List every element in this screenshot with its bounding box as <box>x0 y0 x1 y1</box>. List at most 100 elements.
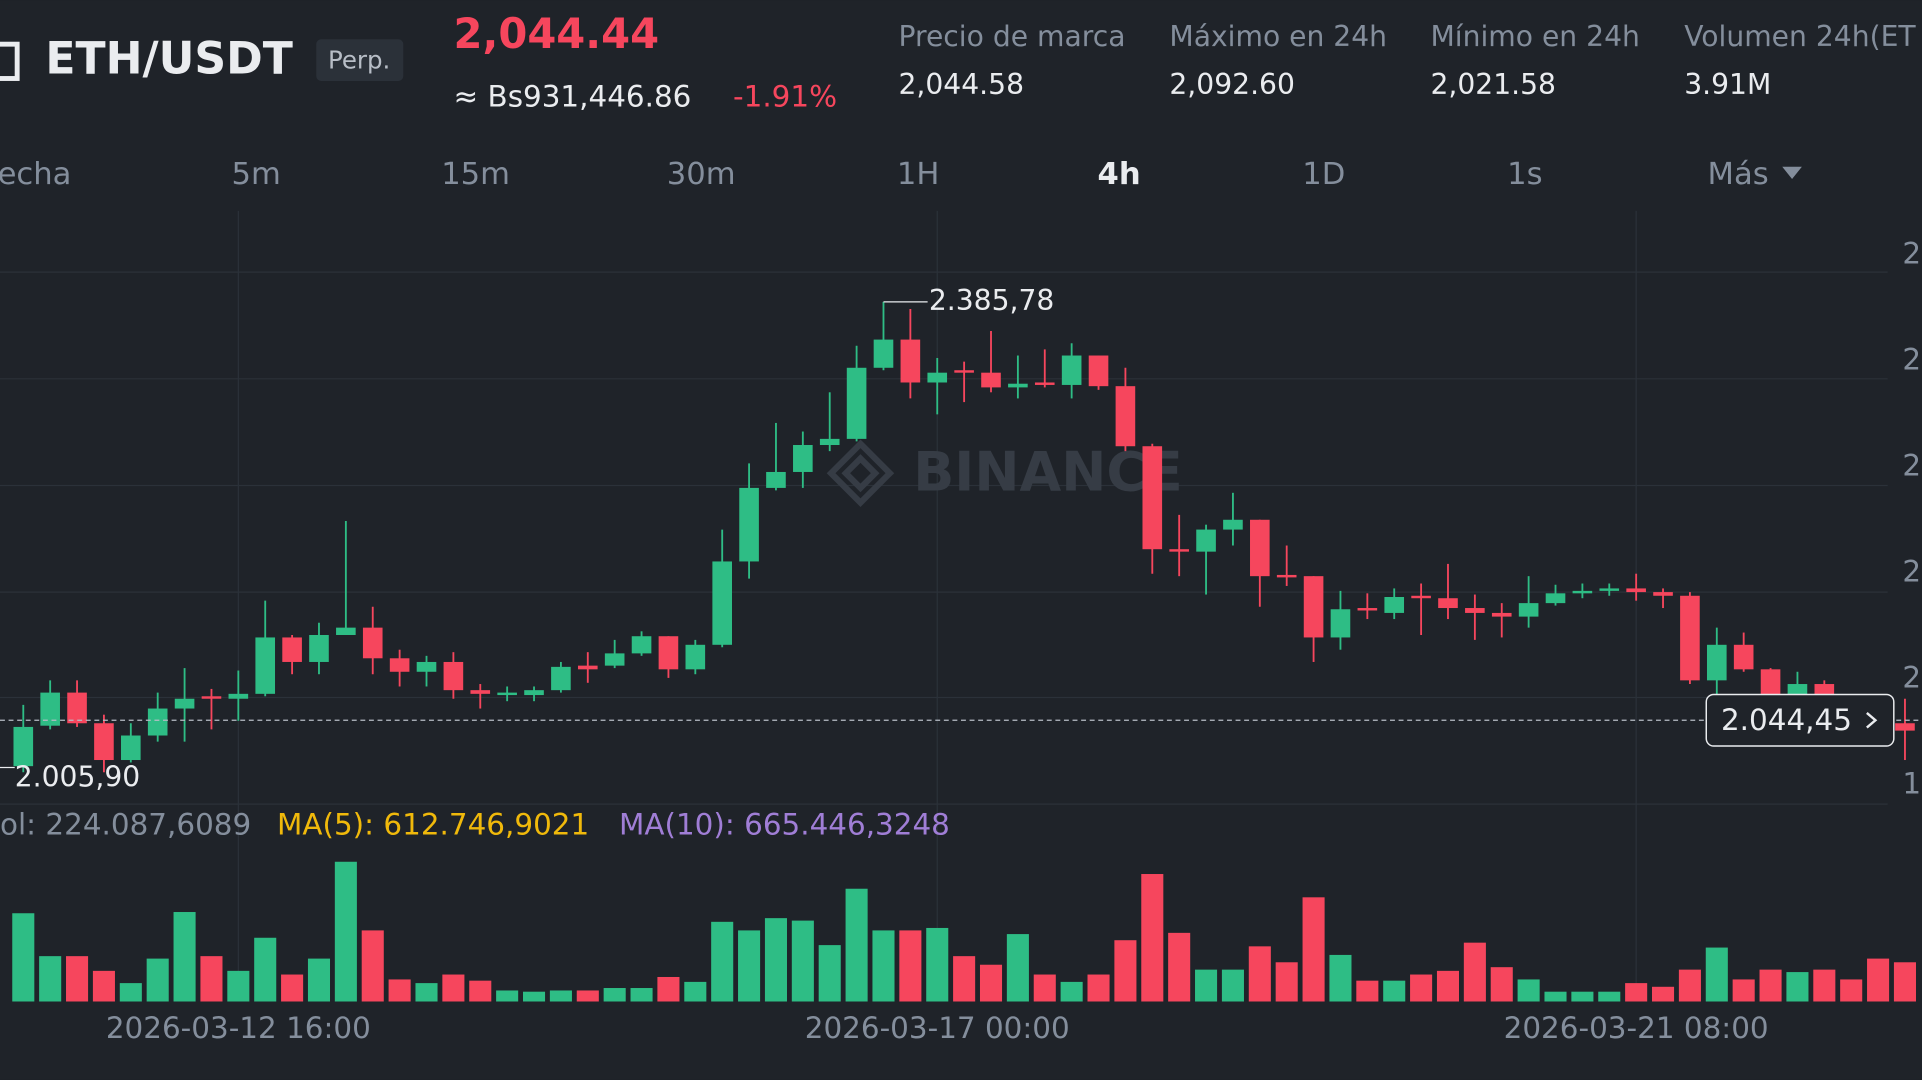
volume-bar <box>334 861 357 1002</box>
candle-body <box>1626 588 1646 593</box>
volume-bar <box>1195 969 1218 1002</box>
candle-body <box>362 627 383 659</box>
candle-body <box>1518 603 1539 617</box>
volume-bar <box>469 980 492 1002</box>
volume-bar <box>522 991 546 1002</box>
volume-bar <box>1302 897 1325 1002</box>
volume-bar <box>361 930 384 1002</box>
volume-bar <box>711 921 734 1002</box>
interval-tab[interactable]: 30m <box>667 157 736 192</box>
interval-tab[interactable]: 5m <box>232 157 281 192</box>
x-tick-label: 2026-03-12 16:00 <box>106 1011 371 1045</box>
volume-bar <box>845 888 868 1002</box>
volume-bar <box>1329 954 1352 1002</box>
volume-bar <box>630 988 653 1002</box>
candle-body <box>1303 576 1324 638</box>
candle-body <box>282 637 302 662</box>
interval-tab[interactable]: 4h <box>1098 157 1141 192</box>
volume-bar <box>657 976 680 1002</box>
stat-value: 2,044.58 <box>898 68 1024 101</box>
y-axis-label: 2 <box>1902 343 1921 377</box>
volume-bar <box>388 979 411 1002</box>
stat-label: Máximo en 24h <box>1169 20 1387 53</box>
volume-bar <box>200 956 223 1002</box>
candle-body <box>1438 598 1458 609</box>
volume-bar <box>39 956 62 1002</box>
candle-body <box>712 561 733 645</box>
volume-bar <box>442 974 465 1002</box>
candle-body <box>819 438 840 446</box>
candle-body <box>13 726 34 767</box>
volume-bar <box>1786 972 1809 1002</box>
volume-bar <box>899 930 922 1002</box>
last-price-box <box>1705 693 1895 747</box>
volume-bar <box>1652 986 1675 1002</box>
candle-body <box>336 627 356 635</box>
volume-bar <box>307 958 331 1002</box>
candle-body <box>954 370 974 373</box>
candle-body <box>631 636 652 654</box>
candle-body <box>40 692 60 726</box>
interval-tab[interactable]: Más <box>1708 157 1769 192</box>
volume-bar <box>1544 991 1567 1002</box>
volume-bar <box>1813 969 1836 1002</box>
candle-body <box>1491 612 1512 617</box>
candle-body <box>604 653 625 666</box>
candle-body <box>1250 519 1270 577</box>
volume-legend: ol: 224.087,6089 <box>0 808 251 842</box>
candle-body <box>174 698 195 709</box>
volume-bar <box>1490 967 1513 1002</box>
volume-bar <box>953 956 976 1002</box>
candle-body <box>766 471 786 488</box>
local-price: ≈ Bs931,446.86 <box>454 80 692 114</box>
candle-body <box>67 692 87 724</box>
candle-body <box>1276 574 1297 578</box>
interval-tab[interactable]: 15m <box>441 157 510 192</box>
x-tick-label: 2026-03-17 00:00 <box>805 1011 1070 1045</box>
candle-body <box>1653 592 1673 596</box>
candle-body <box>524 690 544 696</box>
candle-body <box>416 661 437 672</box>
volume-bar <box>119 983 142 1002</box>
volume-bar <box>1840 979 1863 1002</box>
candle-body <box>981 372 1001 388</box>
candle-body <box>1680 595 1700 681</box>
interval-tab[interactable]: 1D <box>1302 157 1345 192</box>
volume-bar <box>1248 946 1271 1002</box>
candle-body <box>1760 669 1781 702</box>
last-price: 2,044.44 <box>454 9 660 58</box>
y-axis-label: 2 <box>1902 555 1921 589</box>
volume-bar <box>791 920 814 1002</box>
ma10-legend: MA(10): 665.446,3248 <box>619 808 950 842</box>
volume-bar <box>1893 962 1916 1002</box>
candle-body <box>1169 549 1189 552</box>
last-price-label: 2.044,45 <box>1721 703 1852 737</box>
candle-body <box>551 666 571 691</box>
volume-bar <box>1732 979 1755 1002</box>
candle-body <box>1384 596 1405 613</box>
volume-bar <box>684 981 707 1002</box>
volume-bar <box>738 930 761 1002</box>
candle-body <box>873 339 894 368</box>
interval-tab[interactable]: echa <box>0 157 71 192</box>
interval-tab[interactable]: 1H <box>897 157 940 192</box>
candle-body <box>1733 644 1754 670</box>
stat-label: Mínimo en 24h <box>1430 20 1639 53</box>
interval-tab[interactable]: 1s <box>1507 157 1542 192</box>
stat-value: 3.91M <box>1684 68 1771 101</box>
candle-body <box>1599 588 1620 591</box>
candle-body <box>900 339 921 383</box>
volume-bar <box>1221 969 1244 1002</box>
y-axis-label: 2 <box>1902 237 1921 271</box>
y-axis-label: 2 <box>1902 449 1921 483</box>
volume-bar <box>146 958 169 1002</box>
volume-bar <box>926 927 949 1002</box>
volume-bar <box>1759 969 1782 1002</box>
candle-body <box>1061 355 1082 385</box>
volume-bar <box>576 990 599 1002</box>
candle-body <box>1545 593 1566 604</box>
volume-bar <box>1867 958 1890 1002</box>
volume-bar <box>1463 942 1486 1002</box>
